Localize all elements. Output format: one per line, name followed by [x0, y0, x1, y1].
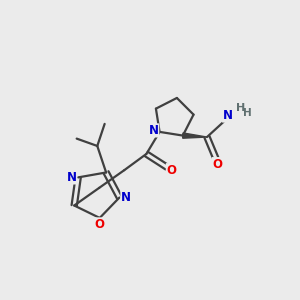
Text: N: N [121, 191, 131, 204]
Text: N: N [149, 124, 159, 137]
Text: H: H [236, 103, 245, 113]
Text: O: O [167, 164, 176, 177]
Text: N: N [223, 109, 232, 122]
Text: N: N [67, 171, 77, 184]
Text: O: O [212, 158, 222, 171]
Polygon shape [183, 133, 207, 138]
Text: O: O [95, 218, 105, 231]
Text: H: H [243, 108, 252, 118]
